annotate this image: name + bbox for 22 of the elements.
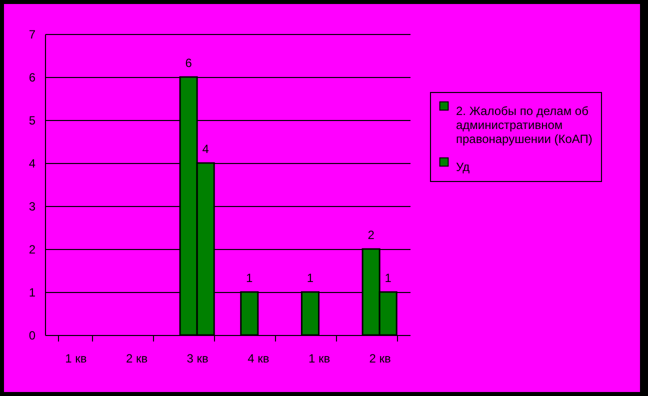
x-tick-label: 2 кв xyxy=(369,352,391,366)
legend-label: Уд xyxy=(456,160,470,174)
x-tick-label: 4 кв xyxy=(248,352,270,366)
y-tick-label: 7 xyxy=(28,28,36,42)
x-tick-label: 1 кв xyxy=(308,352,330,366)
y-tick-label: 1 xyxy=(28,286,36,300)
x-tick-label: 3 кв xyxy=(186,352,208,366)
data-label: 2 xyxy=(368,228,375,242)
x-tick-label: 1 кв xyxy=(65,352,87,366)
legend-label: 2. Жалобы по делам об административном правонарушении (КоАП) xyxy=(456,104,592,146)
y-tick-label: 0 xyxy=(28,328,36,342)
y-tick-label: 2 xyxy=(28,242,36,256)
data-label: 1 xyxy=(384,271,392,285)
y-tick-label: 6 xyxy=(28,70,36,84)
data-label: 1 xyxy=(246,271,254,285)
y-tick-label: 3 xyxy=(28,200,36,214)
data-label: 1 xyxy=(306,271,314,285)
y-tick-label: 5 xyxy=(28,114,36,128)
data-label: 4 xyxy=(202,142,210,156)
data-label: 6 xyxy=(185,56,192,70)
y-tick-label: 4 xyxy=(28,156,36,170)
x-tick-label: 2 кв xyxy=(126,352,148,366)
